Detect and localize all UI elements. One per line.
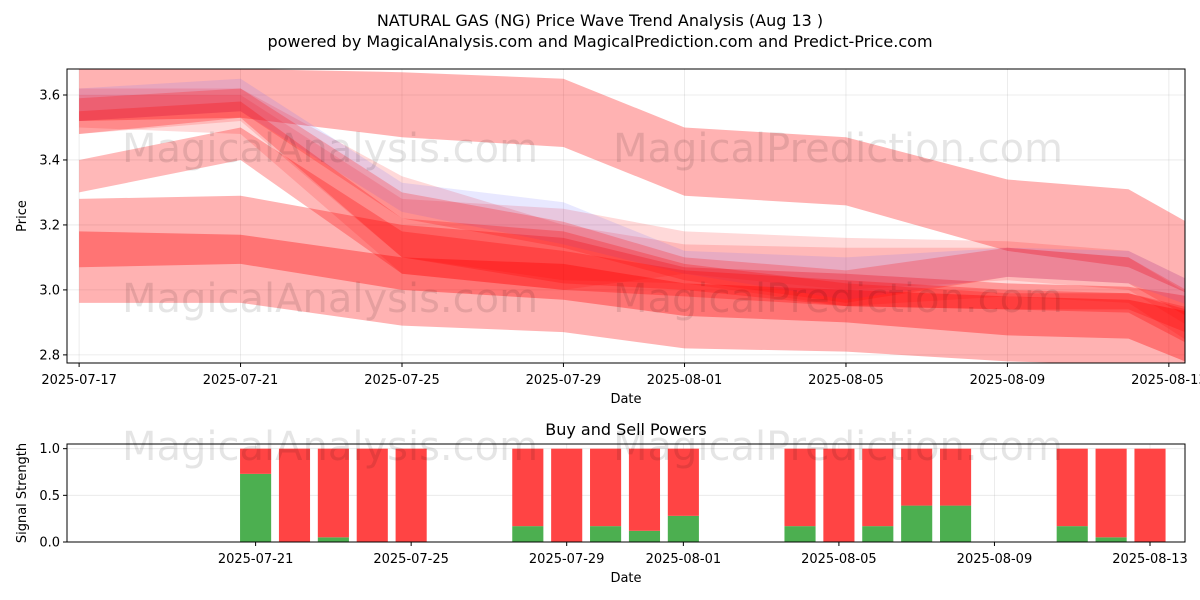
sell-bar [628, 448, 661, 531]
price-x-tick-label: 2025-07-25 [364, 373, 440, 388]
sell-bar [240, 448, 272, 474]
price-x-tick-label: 2025-07-17 [41, 373, 117, 388]
watermark-text: MagicalAnalysis.com [122, 126, 538, 172]
buy-sell-x-tick-label: 2025-07-25 [373, 552, 449, 567]
buy-sell-y-tick-label: 0.0 [39, 536, 60, 551]
price-watermarks: MagicalAnalysis.com MagicalPrediction.com… [122, 126, 1063, 322]
price-y-tick-label: 3.0 [39, 283, 60, 298]
watermark-text: MagicalAnalysis.com [122, 276, 538, 322]
price-band-7 [79, 88, 1185, 316]
sell-bar [901, 448, 933, 506]
price-band-5 [79, 95, 1185, 324]
buy-bar [1095, 537, 1127, 542]
price-y-tick-label: 3.6 [39, 88, 60, 103]
buy-sell-x-tick-label: 2025-08-13 [1112, 552, 1188, 567]
buy-sell-x-tick-label: 2025-08-01 [646, 552, 722, 567]
sell-bar [940, 448, 972, 506]
buy-sell-title: Buy and Sell Powers [545, 420, 707, 439]
price-band-8 [79, 101, 1185, 333]
sell-bar [862, 448, 894, 527]
buy-sell-axes-frame [66, 443, 1186, 543]
watermark-text: MagicalAnalysis.com [122, 424, 538, 470]
sell-bar [1095, 448, 1127, 538]
price-y-tick-label: 3.2 [39, 218, 60, 233]
buy-bar [784, 526, 816, 542]
watermark-text: MagicalPrediction.com [613, 276, 1063, 322]
price-bands [79, 69, 1185, 363]
price-x-tick-label: 2025-08-09 [970, 373, 1046, 388]
buy-sell-bars [240, 448, 1166, 542]
buy-bar [590, 526, 622, 542]
price-xlabel: Date [610, 392, 641, 407]
buy-sell-y-tick-label: 0.5 [39, 489, 60, 504]
buy-sell-panel: Buy and Sell Powers MagicalAnalysis.com M… [15, 420, 1188, 586]
sell-bar [317, 448, 349, 538]
buy-bar [862, 526, 894, 542]
sell-bar [590, 448, 622, 527]
watermark-text: MagicalPrediction.com [613, 126, 1063, 172]
price-wave-panel: MagicalAnalysis.com MagicalPrediction.com… [15, 68, 1200, 407]
sell-bar [395, 448, 427, 542]
buy-bar [667, 515, 699, 542]
buy-bar [901, 505, 933, 542]
price-band-3 [79, 231, 1185, 362]
buy-sell-x-tick-label: 2025-08-09 [957, 552, 1033, 567]
buy-sell-x-tick-label: 2025-08-05 [801, 552, 877, 567]
buy-bar [940, 505, 972, 542]
buy-sell-ylabel: Signal Strength [15, 443, 30, 543]
chart-subtitle: powered by MagicalAnalysis.com and Magic… [267, 32, 932, 51]
chart-title: NATURAL GAS (NG) Price Wave Trend Analys… [377, 11, 823, 30]
buy-sell-y-tick-label: 1.0 [39, 442, 60, 457]
price-ylabel: Price [15, 200, 30, 232]
price-y-tick-label: 2.8 [39, 348, 60, 363]
sell-bar [667, 448, 699, 516]
price-band-4 [79, 88, 1185, 340]
price-band-9 [79, 127, 1185, 343]
buy-bar [317, 537, 349, 542]
price-x-tick-label: 2025-08-05 [808, 373, 884, 388]
buy-bar [628, 530, 661, 542]
sell-bar [512, 448, 544, 527]
price-x-tick-label: 2025-08-01 [647, 373, 723, 388]
price-band-1 [79, 69, 1185, 293]
buy-sell-x-tick-label: 2025-07-29 [529, 552, 605, 567]
buy-bar [240, 473, 272, 542]
buy-sell-ticks: 2025-07-21 2025-07-25 2025-07-29 2025-08-01… [39, 442, 1187, 567]
price-band-6 [79, 78, 1185, 304]
buy-sell-x-tick-label: 2025-07-21 [218, 552, 294, 567]
price-axes-frame [66, 68, 1186, 364]
price-y-tick-label: 3.4 [39, 153, 60, 168]
price-band-2 [79, 195, 1185, 363]
price-x-tick-label: 2025-08-13 [1131, 373, 1200, 388]
buy-bar [512, 526, 544, 542]
buy-sell-xlabel: Date [610, 571, 641, 586]
sell-bar [278, 448, 311, 542]
buy-bar [1056, 526, 1088, 542]
sell-bar [1056, 448, 1088, 527]
sell-bar [1134, 448, 1166, 542]
sell-bar [823, 448, 855, 542]
sell-bar [551, 448, 583, 542]
price-x-tick-label: 2025-07-29 [526, 373, 602, 388]
sell-bar [356, 448, 388, 542]
watermark-text: MagicalPrediction.com [613, 424, 1063, 470]
price-x-tick-label: 2025-07-21 [203, 373, 279, 388]
price-grid [67, 69, 1185, 363]
price-ticks: 2025-07-17 2025-07-21 2025-07-25 2025-07-29… [39, 88, 1200, 388]
buy-sell-watermarks: MagicalAnalysis.com MagicalPrediction.com [122, 424, 1063, 470]
sell-bar [784, 448, 816, 527]
